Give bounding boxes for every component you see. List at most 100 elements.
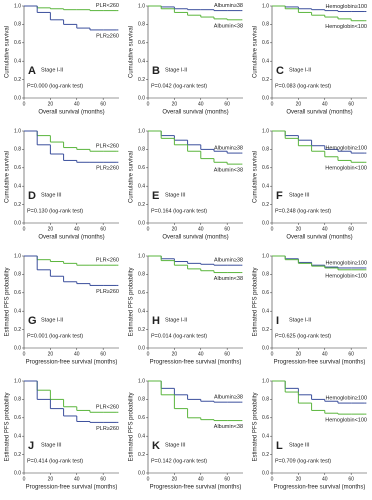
panel: 0.0 0.2 0.4 0.6 0.8 1.0 0 20 40 60 Progression-fre… (253, 253, 367, 366)
y-tick-label: 0.6 (14, 165, 21, 171)
x-axis-label: Progression-free survival (months) (150, 485, 242, 491)
y-axis-label: Cumulative survival (129, 151, 135, 203)
y-axis-label: Cumulative survival (5, 26, 11, 78)
y-tick-label: 0.6 (138, 40, 145, 46)
x-tick-label: 20 (48, 101, 54, 107)
y-tick-label: 0.8 (138, 272, 145, 278)
p-value: P=0.042 (log-rank test) (151, 83, 207, 89)
y-tick-label: 0.0 (14, 95, 21, 101)
x-tick-label: 0 (271, 101, 274, 107)
y-tick-label: 0.6 (138, 290, 145, 296)
x-tick-label: 0 (147, 226, 150, 232)
y-tick-label: 0.8 (138, 397, 145, 403)
y-tick-label: 0.4 (262, 434, 269, 440)
x-axis-label: Progression-free survival (months) (274, 485, 366, 491)
panel: 0.0 0.2 0.4 0.6 0.8 1.0 0 20 40 60 Progression-fre… (129, 253, 243, 366)
y-axis-label: Estimated PFS probability (5, 392, 11, 461)
y-tick-label: 0.4 (14, 434, 21, 440)
x-tick-label: 0 (271, 226, 274, 232)
panel: 0.0 0.2 0.4 0.6 0.8 1.0 0 20 40 60 Overall surviva… (253, 128, 367, 241)
y-tick-label: 0.0 (14, 470, 21, 476)
y-tick-label: 0.6 (14, 290, 21, 296)
y-tick-label: 0.8 (138, 147, 145, 153)
panel-letter: C (276, 65, 284, 77)
y-tick-label: 0.2 (138, 202, 145, 208)
x-tick-label: 40 (322, 476, 328, 482)
y-tick-label: 0.2 (14, 327, 21, 333)
x-axis-label: Overall survival (months) (162, 235, 228, 241)
y-tick-label: 0.4 (262, 59, 269, 65)
legend-label: Albumin<38 (214, 424, 243, 430)
y-tick-label: 0.8 (262, 22, 269, 28)
p-value: P=0.130 (log-rank test) (27, 208, 83, 214)
y-tick-label: 0.0 (138, 220, 145, 226)
panel: 0.0 0.2 0.4 0.6 0.8 1.0 0 20 40 60 Overall surviva… (253, 3, 367, 116)
y-tick-label: 0.4 (262, 309, 269, 315)
x-tick-label: 20 (172, 226, 178, 232)
x-axis-label: Overall survival (months) (162, 110, 228, 116)
legend-label: Albumin≥38 (214, 146, 243, 152)
y-tick-label: 1.0 (262, 378, 269, 384)
panel-letter: E (152, 190, 159, 202)
x-tick-label: 40 (74, 101, 80, 107)
p-value: P=0.248 (log-rank test) (275, 208, 331, 214)
y-tick-label: 0.6 (262, 165, 269, 171)
y-tick-label: 1.0 (138, 378, 145, 384)
y-tick-label: 0.8 (14, 147, 21, 153)
y-tick-label: 1.0 (262, 253, 269, 259)
x-axis-label: Overall survival (months) (38, 110, 104, 116)
y-tick-label: 0.4 (138, 184, 145, 190)
x-tick-label: 20 (48, 226, 54, 232)
y-axis-label: Estimated PFS probability (129, 392, 135, 461)
y-tick-label: 0.6 (262, 415, 269, 421)
panel-letter: L (276, 440, 283, 452)
x-tick-label: 20 (296, 476, 302, 482)
panel: 0.0 0.2 0.4 0.6 0.8 1.0 0 20 40 60 Progression-fre… (5, 378, 119, 491)
y-tick-label: 0.2 (262, 327, 269, 333)
x-tick-label: 40 (74, 226, 80, 232)
x-axis-label: Overall survival (months) (38, 235, 104, 241)
legend-label: Hemoglobin<100 (325, 418, 367, 424)
x-tick-label: 60 (100, 476, 106, 482)
y-tick-label: 1.0 (14, 3, 21, 9)
y-tick-label: 1.0 (14, 378, 21, 384)
y-axis-label: Cumulative survival (253, 26, 259, 78)
x-tick-label: 40 (198, 476, 204, 482)
y-tick-label: 1.0 (138, 128, 145, 134)
x-tick-label: 60 (100, 101, 106, 107)
y-axis-label: Estimated PFS probability (253, 267, 259, 336)
x-tick-label: 0 (23, 226, 26, 232)
y-tick-label: 0.0 (262, 470, 269, 476)
y-tick-label: 1.0 (262, 128, 269, 134)
x-tick-label: 60 (224, 226, 230, 232)
x-tick-label: 60 (348, 226, 354, 232)
y-axis-label: Cumulative survival (5, 151, 11, 203)
x-tick-label: 0 (147, 476, 150, 482)
p-value: P=0.083 (log-rank test) (275, 83, 331, 89)
legend-label: Hemoglobin≥100 (325, 146, 367, 152)
legend-label: Albumin≥38 (214, 258, 243, 264)
panel-letter: K (152, 440, 160, 452)
y-tick-label: 0.0 (262, 95, 269, 101)
p-value: P=0.414 (log-rank test) (27, 458, 83, 464)
y-axis-label: Cumulative survival (253, 151, 259, 203)
y-axis-label: Estimated PFS probability (5, 267, 11, 336)
y-tick-label: 1.0 (14, 128, 21, 134)
x-tick-label: 20 (296, 226, 302, 232)
p-value: P=0.164 (log-rank test) (151, 208, 207, 214)
x-axis-label: Overall survival (months) (286, 235, 352, 241)
panel-letter: A (28, 65, 36, 77)
y-tick-label: 0.8 (262, 397, 269, 403)
y-tick-label: 0.4 (14, 184, 21, 190)
y-tick-label: 1.0 (138, 253, 145, 259)
p-value: P=0.000 (log-rank test) (27, 83, 83, 89)
y-tick-label: 1.0 (14, 253, 21, 259)
x-tick-label: 20 (296, 351, 302, 357)
legend-label: Hemoglobin≥100 (325, 260, 367, 266)
x-tick-label: 20 (172, 476, 178, 482)
y-tick-label: 0.4 (138, 309, 145, 315)
panel-letter: J (28, 440, 34, 452)
stage-label: Stage III (165, 442, 186, 448)
